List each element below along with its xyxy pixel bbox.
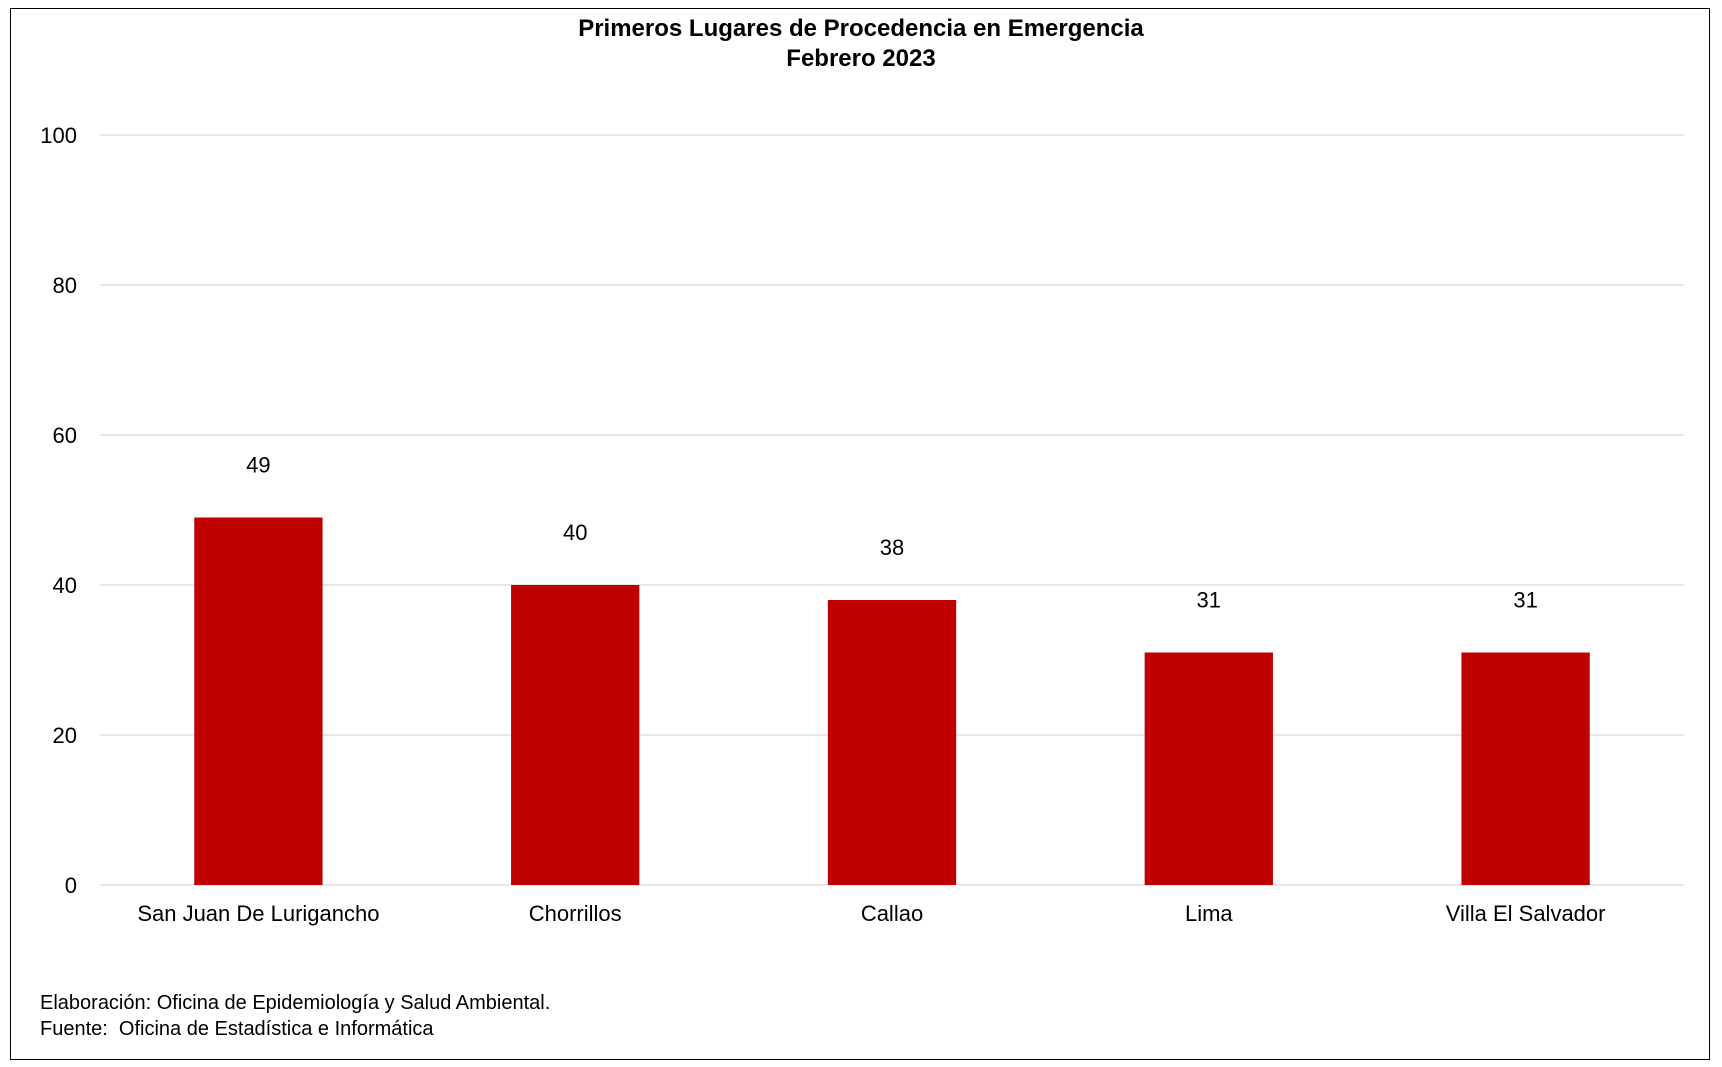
x-tick-label-2: Callao xyxy=(861,901,923,926)
footer-fuente: Fuente: Oficina de Estadística e Informá… xyxy=(40,1018,434,1040)
x-tick-label-0: San Juan De Lurigancho xyxy=(137,901,379,926)
data-label-0: 49 xyxy=(246,453,270,478)
bar-chart: 0 20 40 60 80 100 49 San Juan De Lurigancho 40 Ch… xyxy=(40,123,1684,926)
chart-title: Primeros Lugares de Procedencia en Emerg… xyxy=(578,15,1144,42)
x-tick-label-3: Lima xyxy=(1185,901,1233,926)
y-tick-label-0: 0 xyxy=(65,873,77,898)
bar-3 xyxy=(1144,652,1273,885)
chart-title-block: Primeros Lugares de Procedencia en Emerg… xyxy=(0,14,1722,74)
bar-1 xyxy=(511,585,640,885)
x-tick-label-1: Chorrillos xyxy=(529,901,622,926)
data-label-1: 40 xyxy=(563,520,587,545)
bar-4 xyxy=(1461,652,1590,885)
y-tick-label-60: 60 xyxy=(53,423,77,448)
chart-subtitle: Febrero 2023 xyxy=(786,45,936,72)
y-tick-label-100: 100 xyxy=(40,123,77,148)
x-tick-label-4: Villa El Salvador xyxy=(1446,901,1606,926)
data-label-2: 38 xyxy=(880,535,904,560)
footer-elaboracion: Elaboración: Oficina de Epidemiología y … xyxy=(40,992,551,1014)
bar-0 xyxy=(194,517,323,885)
data-label-3: 31 xyxy=(1197,588,1221,613)
y-tick-label-80: 80 xyxy=(53,273,77,298)
chart-footer: Elaboración: Oficina de Epidemiología y … xyxy=(40,990,550,1042)
data-label-4: 31 xyxy=(1513,588,1537,613)
bar-2 xyxy=(827,600,957,885)
y-tick-label-40: 40 xyxy=(53,573,77,598)
y-tick-label-20: 20 xyxy=(53,723,77,748)
